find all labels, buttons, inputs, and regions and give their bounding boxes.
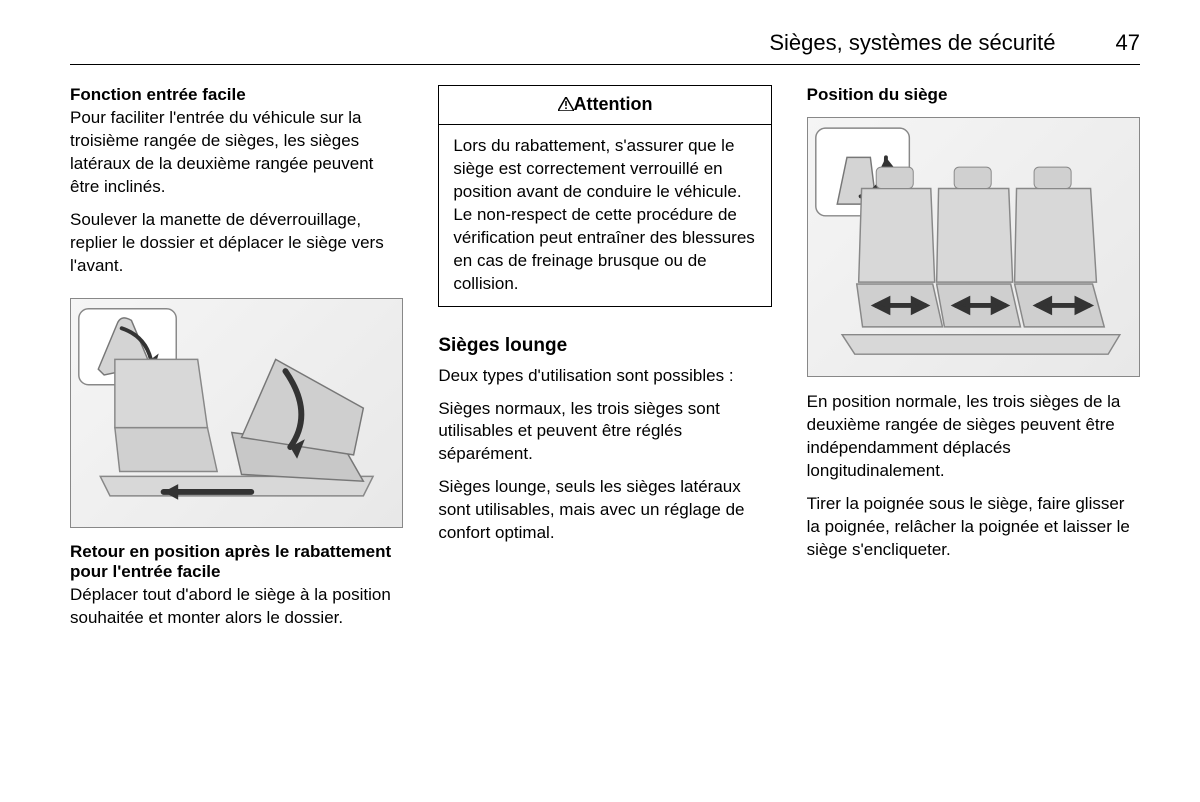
seat-position-icon [808, 118, 1139, 376]
return-position-p1: Déplacer tout d'abord le siège à la posi… [70, 584, 403, 630]
seat-fold-illustration [70, 298, 403, 528]
column-2: Attention Lors du rabattement, s'assurer… [438, 85, 771, 639]
attention-header: Attention [439, 86, 770, 125]
attention-body: Lors du rabattement, s'assurer que le si… [439, 125, 770, 306]
seat-position-heading: Position du siège [807, 85, 1140, 105]
easy-entry-p1: Pour faciliter l'entrée du véhicule sur … [70, 107, 403, 199]
lounge-p1: Deux types d'utilisation sont possibles … [438, 365, 771, 388]
lounge-heading: Sièges lounge [438, 335, 771, 357]
seat-position-illustration [807, 117, 1140, 377]
attention-box: Attention Lors du rabattement, s'assurer… [438, 85, 771, 307]
page-container: Sièges, systèmes de sécurité 47 Fonction… [0, 0, 1200, 669]
column-3: Position du siège [807, 85, 1140, 639]
seat-position-p2: Tirer la poignée sous le siège, faire gl… [807, 493, 1140, 562]
column-1: Fonction entrée facile Pour faciliter l'… [70, 85, 403, 639]
return-position-heading: Retour en position après le rabattement … [70, 542, 403, 582]
easy-entry-heading: Fonction entrée facile [70, 85, 403, 105]
attention-title: Attention [574, 94, 653, 114]
easy-entry-p2: Soulever la manette de déverrouillage, r… [70, 209, 403, 278]
chapter-title: Sièges, systèmes de sécurité [769, 30, 1055, 56]
page-header: Sièges, systèmes de sécurité 47 [70, 30, 1140, 65]
body-columns: Fonction entrée facile Pour faciliter l'… [70, 85, 1140, 639]
seat-fold-icon [71, 299, 402, 527]
warning-triangle-icon [558, 95, 574, 116]
page-number: 47 [1116, 30, 1140, 56]
seat-position-p1: En position normale, les trois sièges de… [807, 391, 1140, 483]
lounge-p3: Sièges lounge, seuls les sièges latéraux… [438, 476, 771, 545]
lounge-p2: Sièges normaux, les trois sièges sont ut… [438, 398, 771, 467]
